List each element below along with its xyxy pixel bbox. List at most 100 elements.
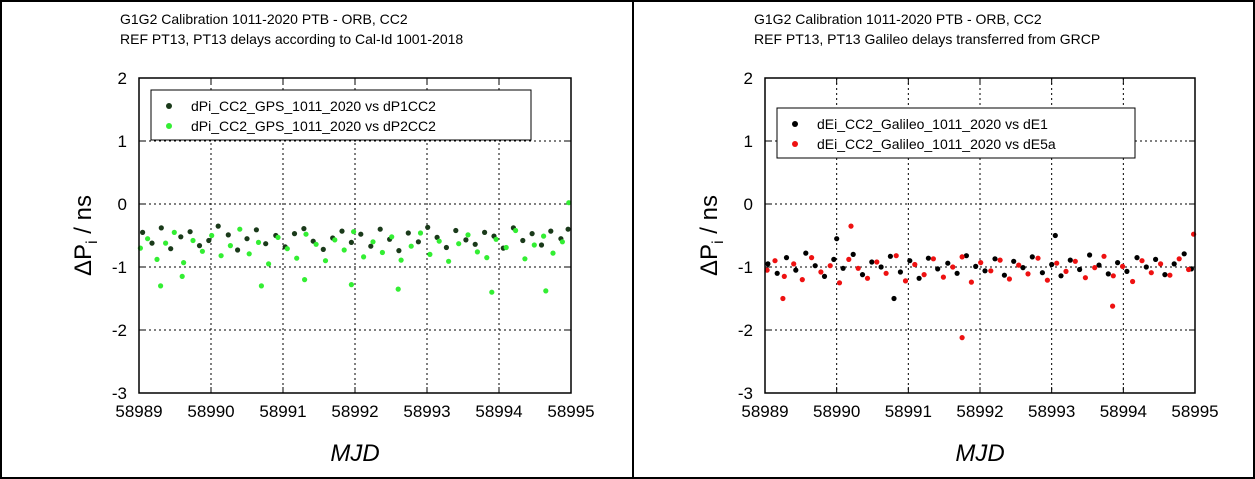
legend-box xyxy=(150,89,532,141)
right-panel-border xyxy=(632,0,1255,479)
data-point-series-2 xyxy=(772,258,778,264)
data-point-series-1 xyxy=(783,255,790,261)
data-point-series-2 xyxy=(379,249,385,256)
data-point-series-2 xyxy=(912,261,918,268)
x-axis-label: MJD xyxy=(330,440,379,467)
data-point-series-2 xyxy=(209,232,215,239)
y-tick-label: -1 xyxy=(112,258,127,277)
data-point-series-2 xyxy=(294,255,300,261)
data-point-series-1 xyxy=(168,246,174,252)
data-point-series-1 xyxy=(891,295,897,302)
x-tick-label: 58992 xyxy=(331,402,378,421)
data-point-series-2 xyxy=(158,283,164,289)
data-point-series-1 xyxy=(443,244,449,251)
data-point-series-1 xyxy=(225,232,231,238)
data-point-series-2 xyxy=(836,280,843,286)
x-tick-label: 58992 xyxy=(956,402,1003,421)
data-point-series-1 xyxy=(821,273,828,279)
data-point-series-1 xyxy=(1087,252,1093,258)
data-point-series-1 xyxy=(1096,262,1102,268)
legend-marker xyxy=(166,103,172,109)
data-point-series-1 xyxy=(1049,261,1055,268)
data-point-series-1 xyxy=(405,230,411,236)
data-point-series-1 xyxy=(415,239,421,245)
data-point-series-2 xyxy=(145,236,151,242)
data-point-series-1 xyxy=(358,231,364,237)
data-point-series-1 xyxy=(916,275,922,281)
data-point-series-2 xyxy=(303,231,309,237)
data-point-series-1 xyxy=(840,265,846,271)
data-point-series-2 xyxy=(446,258,452,264)
data-point-series-2 xyxy=(465,232,471,238)
data-point-series-1 xyxy=(1134,255,1140,261)
legend-label: dEi_CC2_Galileo_1011_2020 vs dE5a xyxy=(817,136,1056,152)
data-point-series-2 xyxy=(389,234,395,240)
data-point-series-2 xyxy=(408,243,414,249)
data-point-series-2 xyxy=(275,234,281,240)
x-tick-label: 58990 xyxy=(187,402,234,421)
data-point-series-2 xyxy=(348,282,354,288)
data-point-series-2 xyxy=(1063,268,1069,274)
data-point-series-1 xyxy=(453,227,459,234)
data-point-series-2 xyxy=(818,269,824,275)
legend-marker xyxy=(792,121,798,127)
data-point-series-2 xyxy=(181,260,187,266)
data-point-series-2 xyxy=(543,288,549,294)
data-point-series-2 xyxy=(351,229,357,235)
data-point-series-2 xyxy=(395,286,401,292)
data-point-series-1 xyxy=(149,240,155,246)
data-point-series-2 xyxy=(313,241,319,247)
data-point-series-2 xyxy=(199,248,205,254)
data-point-series-1 xyxy=(869,259,875,265)
data-point-series-2 xyxy=(1016,262,1022,268)
data-point-series-2 xyxy=(218,253,224,259)
data-point-series-1 xyxy=(434,234,440,240)
data-point-series-1 xyxy=(529,231,535,237)
y-tick-label: -3 xyxy=(112,384,127,403)
data-point-series-2 xyxy=(513,227,519,234)
data-point-series-2 xyxy=(1167,272,1173,278)
data-point-series-1 xyxy=(887,253,893,259)
data-point-series-2 xyxy=(559,239,566,245)
data-point-series-1 xyxy=(1029,254,1035,260)
data-point-series-2 xyxy=(456,241,462,247)
data-point-series-1 xyxy=(1020,265,1026,271)
data-point-series-1 xyxy=(1058,273,1064,279)
data-point-series-1 xyxy=(1052,232,1058,239)
x-tick-label: 58989 xyxy=(115,402,162,421)
data-point-series-1 xyxy=(253,227,259,233)
data-point-series-1 xyxy=(1039,270,1045,276)
plot-frame xyxy=(764,77,1196,394)
data-point-series-2 xyxy=(893,253,899,259)
data-point-series-1 xyxy=(377,226,383,232)
x-tick-label: 58993 xyxy=(403,402,450,421)
data-point-series-2 xyxy=(1092,265,1098,271)
data-point-series-2 xyxy=(541,233,547,239)
data-point-series-1 xyxy=(925,255,931,261)
data-point-series-2 xyxy=(522,256,528,262)
data-point-series-1 xyxy=(263,241,269,247)
data-point-series-2 xyxy=(284,246,290,252)
x-tick-label: 58995 xyxy=(1171,402,1218,421)
data-point-series-1 xyxy=(992,256,998,262)
plot-frame xyxy=(138,77,572,394)
data-point-series-2 xyxy=(246,251,252,257)
data-point-series-2 xyxy=(864,275,871,281)
data-point-series-1 xyxy=(1067,257,1073,263)
x-axis-label: MJD xyxy=(955,440,1004,467)
data-point-series-2 xyxy=(921,272,927,278)
data-point-series-1 xyxy=(425,224,431,230)
data-point-series-1 xyxy=(907,258,913,264)
data-point-series-1 xyxy=(878,264,884,270)
x-tick-label: 58989 xyxy=(741,402,788,421)
data-point-series-1 xyxy=(235,247,241,253)
y-tick-label: 1 xyxy=(744,132,753,151)
y-tick-label: 2 xyxy=(744,69,753,88)
data-point-series-2 xyxy=(988,268,994,274)
data-point-series-2 xyxy=(266,261,272,267)
data-point-series-2 xyxy=(1186,266,1192,273)
data-point-series-1 xyxy=(1171,261,1177,267)
data-point-series-2 xyxy=(1054,260,1060,266)
left-chart: G1G2 Calibration 1011-2020 PTB - ORB, CC… xyxy=(70,11,595,467)
